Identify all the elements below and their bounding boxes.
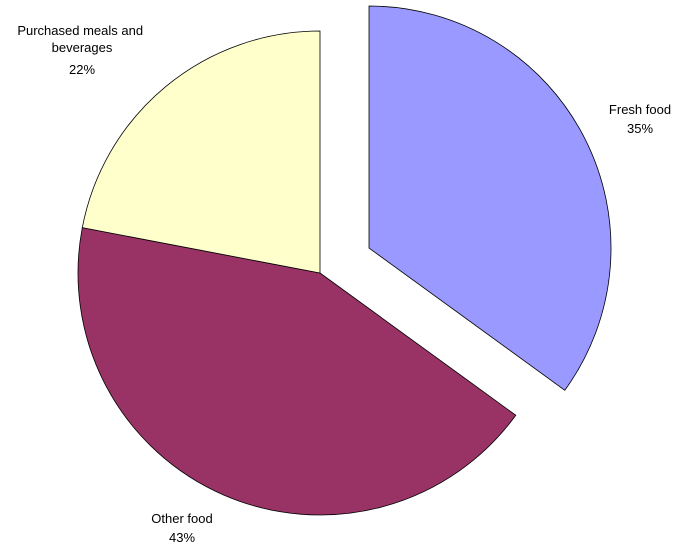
slice-label-purchased-meals: Purchased meals and beverages — [17, 23, 146, 55]
slice-value-fresh-food: 35% — [627, 121, 653, 136]
slice-label-fresh-food: Fresh food — [609, 102, 671, 117]
slice-label-purchased-meals-line2: beverages — [52, 40, 113, 55]
slice-value-purchased-meals: 22% — [69, 62, 95, 77]
slice-label-other-food: Other food — [151, 511, 212, 526]
pie-slices — [77, 5, 612, 516]
pie-slice-purchased-meals-and-beverages — [81, 30, 321, 274]
pie-slice-fresh-food — [368, 5, 612, 391]
slice-value-other-food: 43% — [169, 530, 195, 545]
pie-slice-other-food — [77, 227, 517, 516]
slice-label-purchased-meals-line1: Purchased meals and — [17, 23, 143, 38]
